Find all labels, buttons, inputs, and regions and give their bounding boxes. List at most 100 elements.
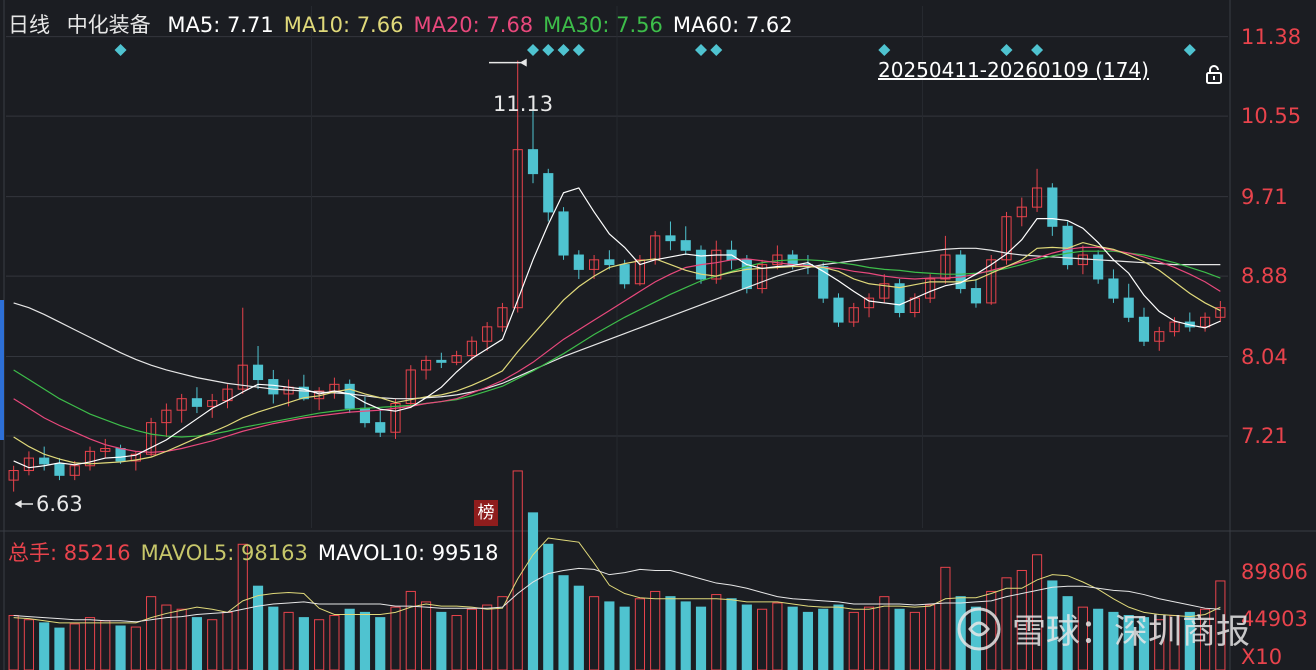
candle-body-7 bbox=[115, 448, 126, 462]
candle-body-40 bbox=[619, 264, 630, 285]
candle-body-10 bbox=[161, 409, 172, 424]
ma60-line bbox=[13, 247, 1221, 400]
volume-bar-38 bbox=[589, 596, 600, 670]
lock-icon[interactable] bbox=[1204, 64, 1224, 84]
volume-bar-16 bbox=[252, 585, 264, 670]
volume-bar-3 bbox=[54, 627, 65, 670]
volume-legend-item-0: 总手: 85216 bbox=[8, 541, 131, 565]
candle-body-31 bbox=[482, 326, 493, 342]
volume-legend-item-1: MAVOL5: 98163 bbox=[140, 541, 308, 565]
left-scroll-indicator bbox=[0, 300, 4, 440]
candle-body-49 bbox=[757, 264, 768, 290]
volume-bar-5 bbox=[84, 617, 96, 670]
candle-body-50 bbox=[772, 254, 783, 266]
candle-body-11 bbox=[176, 398, 187, 411]
candle-body-74 bbox=[1138, 316, 1150, 342]
price-tick-label-3: 8.88 bbox=[1241, 264, 1288, 289]
volume-bar-67 bbox=[1031, 554, 1043, 670]
ma30-line bbox=[13, 250, 1221, 438]
candle-body-44 bbox=[680, 240, 691, 251]
volume-bar-11 bbox=[176, 608, 187, 670]
candle-body-71 bbox=[1093, 254, 1104, 280]
volume-bar-41 bbox=[634, 598, 645, 670]
volume-bar-27 bbox=[420, 601, 432, 670]
volume-bar-78 bbox=[1200, 608, 1211, 670]
candle-body-13 bbox=[207, 400, 218, 407]
volume-bar-40 bbox=[619, 606, 630, 670]
volume-bar-29 bbox=[451, 615, 462, 670]
volume-bar-69 bbox=[1062, 596, 1073, 670]
date-range-label[interactable]: 20250411-20260109 (174) bbox=[878, 58, 1149, 82]
candle-body-73 bbox=[1123, 297, 1134, 318]
candle-body-28 bbox=[436, 359, 447, 363]
signal-marker-0 bbox=[114, 44, 127, 56]
candle-body-39 bbox=[604, 259, 615, 266]
volume-bar-7 bbox=[115, 625, 126, 670]
volume-bar-79 bbox=[1215, 580, 1226, 670]
volume-bar-19 bbox=[298, 617, 309, 670]
ma-legend-item-0: MA5: 7.71 bbox=[167, 13, 274, 37]
volume-bar-46 bbox=[711, 594, 722, 670]
candle-body-19 bbox=[298, 386, 309, 400]
volume-bar-43 bbox=[665, 596, 676, 670]
volume-tick-label-2: X10 bbox=[1241, 645, 1283, 669]
volume-bar-18 bbox=[283, 611, 294, 670]
candle-body-15 bbox=[237, 364, 248, 390]
volume-bar-55 bbox=[848, 611, 859, 670]
volume-bar-22 bbox=[344, 608, 355, 670]
watermark: 雪球：深圳商报 bbox=[956, 604, 1250, 653]
ma5-line bbox=[13, 187, 1221, 469]
candle-body-67 bbox=[1031, 187, 1043, 208]
volume-bar-31 bbox=[482, 604, 493, 670]
volume-bar-59 bbox=[909, 611, 920, 670]
candle-body-26 bbox=[405, 369, 416, 404]
candle-body-69 bbox=[1062, 225, 1073, 266]
candle-body-78 bbox=[1200, 316, 1211, 328]
volume-bar-75 bbox=[1154, 619, 1165, 670]
signal-marker-3 bbox=[557, 44, 570, 56]
volume-header: 总手: 85216 MAVOL5: 98163 MAVOL10: 99518 bbox=[8, 537, 509, 567]
candle-body-41 bbox=[634, 259, 645, 285]
price-tick-label-2: 9.71 bbox=[1241, 184, 1288, 209]
candle-body-29 bbox=[451, 355, 462, 363]
signal-marker-10 bbox=[1183, 44, 1196, 56]
candle-body-32 bbox=[497, 307, 508, 328]
volume-bar-50 bbox=[772, 602, 783, 670]
price-tick-label-0: 11.38 bbox=[1241, 24, 1302, 49]
volume-bar-20 bbox=[314, 619, 325, 670]
low-price-annotation: 6.63 bbox=[36, 492, 83, 516]
volume-bar-21 bbox=[329, 615, 340, 670]
price-tick-label-4: 8.04 bbox=[1241, 344, 1288, 369]
candle-body-79 bbox=[1215, 307, 1226, 318]
ranking-badge[interactable]: 榜 bbox=[474, 500, 498, 526]
candle-body-70 bbox=[1077, 254, 1088, 266]
price-header: 日线 中化装备 MA5: 7.71 MA10: 7.66 MA20: 7.68 MA3… bbox=[8, 9, 813, 39]
candle-body-17 bbox=[268, 379, 279, 395]
price-tick-label-1: 10.55 bbox=[1241, 104, 1302, 129]
volume-bar-23 bbox=[359, 611, 371, 670]
candle-body-8 bbox=[130, 453, 141, 462]
candle-body-55 bbox=[848, 307, 859, 323]
candle-body-36 bbox=[558, 211, 569, 256]
volume-bar-36 bbox=[558, 575, 569, 670]
ma-legend: MA5: 7.71 MA10: 7.66 MA20: 7.68 MA30: 7.56 M… bbox=[167, 13, 802, 37]
candle-body-2 bbox=[39, 457, 50, 465]
signal-marker-9 bbox=[1031, 44, 1044, 56]
volume-bar-30 bbox=[466, 608, 477, 670]
period-label[interactable]: 日线 bbox=[8, 13, 50, 37]
candle-body-75 bbox=[1154, 331, 1165, 342]
high-price-annotation: 11.13 bbox=[493, 92, 554, 116]
high-arrow-head bbox=[519, 58, 527, 67]
candle-body-54 bbox=[833, 297, 844, 323]
volume-bar-17 bbox=[268, 606, 279, 670]
candle-body-63 bbox=[970, 288, 982, 304]
volume-bar-34 bbox=[527, 512, 539, 670]
candle-body-43 bbox=[665, 235, 676, 242]
volume-bar-24 bbox=[375, 617, 386, 670]
ma20-line bbox=[13, 246, 1221, 453]
candle-body-56 bbox=[863, 297, 875, 309]
volume-bar-32 bbox=[497, 596, 508, 670]
mavol10-line bbox=[13, 567, 1221, 623]
xueqiu-logo-icon bbox=[957, 607, 1001, 650]
